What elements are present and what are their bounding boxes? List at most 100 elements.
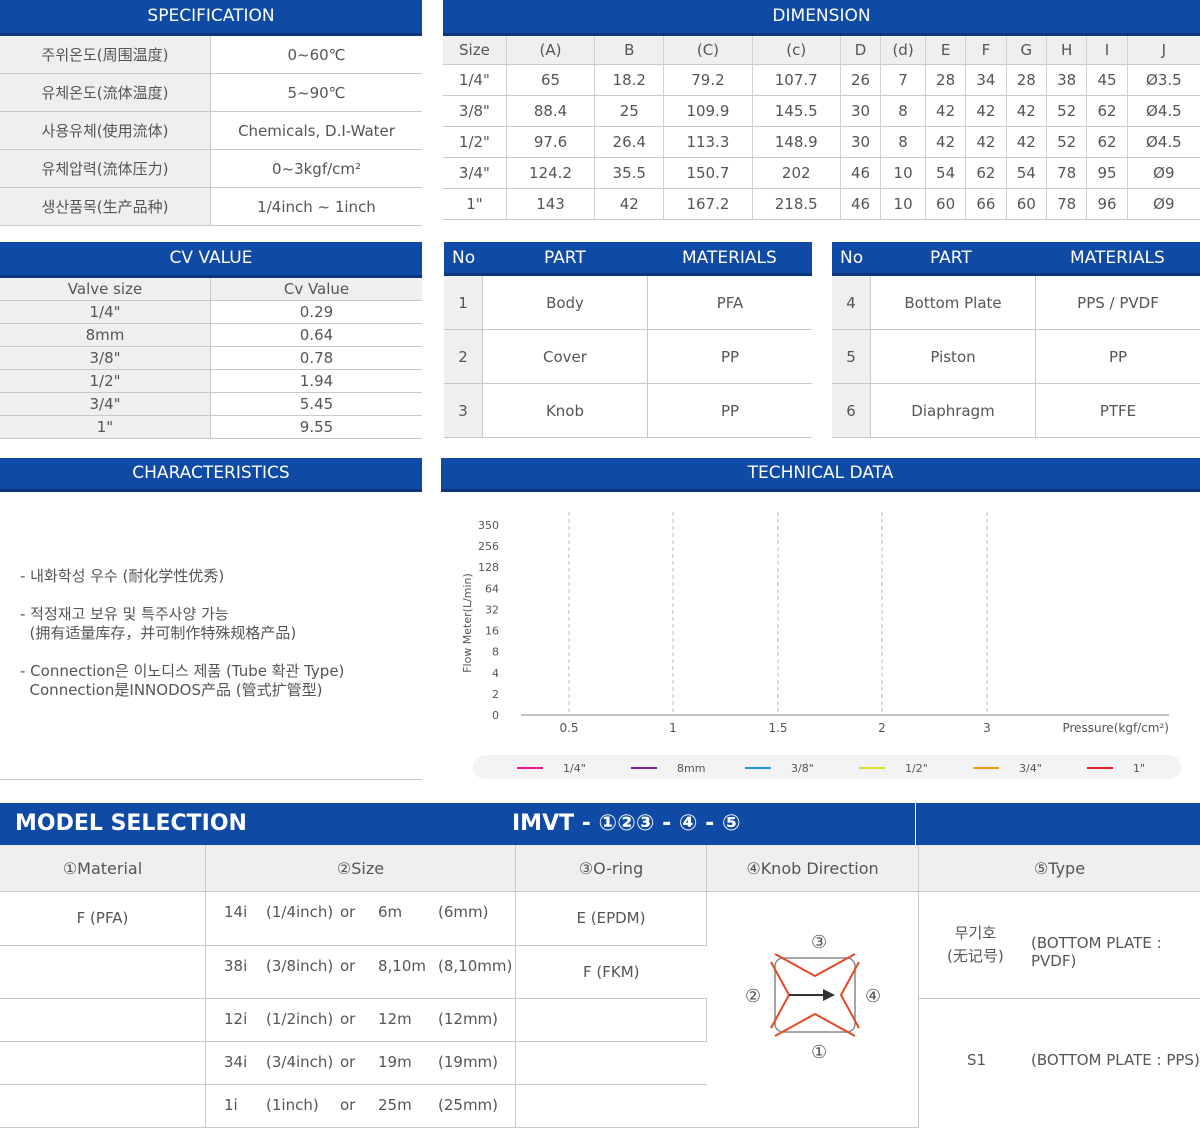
parts-left-materials-header: MATERIALS — [682, 248, 777, 268]
characteristic-line: - Connection은 이노디스 제품 (Tube 확관 Type) — [20, 662, 420, 681]
characteristic-item: - 적정재고 보유 및 특주사양 가능 (拥有适量库存，并可制作特殊规格产品) — [20, 605, 420, 643]
legend-label: 3/4" — [1019, 762, 1042, 775]
type-code-0-line1: 무기호 — [947, 922, 1004, 945]
cv-size: 3/4" — [0, 393, 211, 416]
characteristic-item: - 내화학성 우수 (耐化学性优秀) — [20, 567, 420, 586]
spec-label: 생산품목(生产品种) — [0, 188, 211, 226]
dim-cell: 54 — [925, 158, 965, 189]
dim-col-header: (A) — [506, 36, 594, 65]
size-mm-desc: (12mm) — [438, 1010, 498, 1028]
dim-cell: 28 — [1006, 65, 1046, 96]
x-tick-label: 3 — [983, 721, 991, 735]
oring-cell-1: F (FKM) — [516, 945, 707, 999]
dim-cell: 8 — [881, 96, 926, 127]
spec-value: 1/4inch ~ 1inch — [211, 188, 423, 226]
x-axis-label: Pressure(kgf/cm²) — [1062, 721, 1169, 735]
dim-cell: 148.9 — [752, 127, 840, 158]
size-inch-desc: (3/8inch) — [266, 957, 333, 975]
spec-row: 주위온도(周围温度)0~60℃ — [0, 36, 422, 74]
dim-cell: 52 — [1046, 127, 1086, 158]
dim-cell: 78 — [1046, 189, 1086, 220]
dim-col-header: F — [966, 36, 1006, 65]
cv-value: 5.45 — [211, 393, 423, 416]
technical-header: TECHNICAL DATA — [441, 458, 1200, 492]
dim-cell: Ø9 — [1127, 158, 1200, 189]
x-tick-label: 1.5 — [768, 721, 787, 735]
y-tick-label: 32 — [485, 603, 499, 616]
technical-title: TECHNICAL DATA — [748, 463, 894, 483]
dimension-header: DIMENSION — [443, 0, 1200, 36]
characteristics-title: CHARACTERISTICS — [132, 463, 289, 483]
data-label: 145.6 — [762, 500, 794, 503]
dim-cell: 96 — [1087, 189, 1127, 220]
oring-col-header: ③O-ring — [516, 845, 707, 892]
cv-col-header: Valve size — [0, 278, 211, 301]
y-tick-label: 2 — [492, 688, 499, 701]
spec-label: 주위온도(周围温度) — [0, 36, 211, 74]
size-inch: 14i — [224, 903, 247, 921]
type-desc-1: (BOTTOM PLATE : PPS) — [1031, 1051, 1200, 1069]
dim-cell: 167.2 — [664, 189, 752, 220]
parts-right-materials-header: MATERIALS — [1070, 248, 1165, 268]
dim-cell: 42 — [966, 127, 1006, 158]
data-label: 169.2 — [866, 500, 898, 503]
size-mm-desc: (6mm) — [438, 903, 488, 921]
dim-cell: 26 — [840, 65, 880, 96]
type-code-0-line2: (无记号) — [947, 945, 1004, 968]
oring-cell-empty — [516, 999, 707, 1042]
dim-cell: 78 — [1046, 158, 1086, 189]
spec-label: 유체온도(流体温度) — [0, 74, 211, 112]
size-or: or — [340, 957, 355, 975]
y-tick-label: 4 — [492, 667, 499, 680]
legend-label: 1" — [1133, 762, 1145, 775]
knob-direction-cell: ③ ① ② ④ — [707, 892, 919, 1128]
dim-cell: 10 — [881, 189, 926, 220]
cv-row: 1"9.55 — [0, 416, 422, 439]
dim-cell: 38 — [1046, 65, 1086, 96]
cv-value: 0.29 — [211, 301, 423, 324]
part-no: 2 — [444, 330, 483, 384]
x-tick-label: 0.5 — [559, 721, 578, 735]
dim-cell: 34 — [966, 65, 1006, 96]
size-inch-desc: (1inch) — [266, 1096, 319, 1114]
model-selection-title: MODEL SELECTION — [15, 811, 247, 836]
oring-cell-empty — [516, 1042, 707, 1085]
dim-cell: 62 — [966, 158, 1006, 189]
y-tick-label: 16 — [485, 625, 499, 638]
size-inch-desc: (3/4inch) — [266, 1053, 333, 1071]
dim-cell: 1" — [443, 189, 506, 220]
dim-cell: 65 — [506, 65, 594, 96]
cv-row: 1/4"0.29 — [0, 301, 422, 324]
dim-cell: Ø9 — [1127, 189, 1200, 220]
part-material: PP — [1036, 330, 1200, 384]
part-no: 1 — [444, 276, 483, 330]
dim-col-header: Size — [443, 36, 506, 65]
x-tick-label: 2 — [878, 721, 886, 735]
size-mm: 6m — [378, 903, 402, 921]
spec-value: 0~60℃ — [211, 36, 423, 74]
cv-row: 3/4"5.45 — [0, 393, 422, 416]
size-col-header: ②Size — [206, 845, 516, 892]
spec-value: 0~3kgf/cm² — [211, 150, 423, 188]
spec-row: 생산품목(生产品种)1/4inch ~ 1inch — [0, 188, 422, 226]
oring-cell-empty — [516, 1085, 707, 1128]
dim-cell: 45 — [1087, 65, 1127, 96]
dim-cell: 10 — [881, 158, 926, 189]
dim-cell: 79.2 — [664, 65, 752, 96]
data-label: 118.1 — [657, 500, 689, 503]
dim-cell: 3/4" — [443, 158, 506, 189]
dim-cell: 30 — [840, 127, 880, 158]
size-inch: 38i — [224, 957, 247, 975]
characteristic-item: - Connection은 이노디스 제품 (Tube 확관 Type) Con… — [20, 662, 420, 700]
